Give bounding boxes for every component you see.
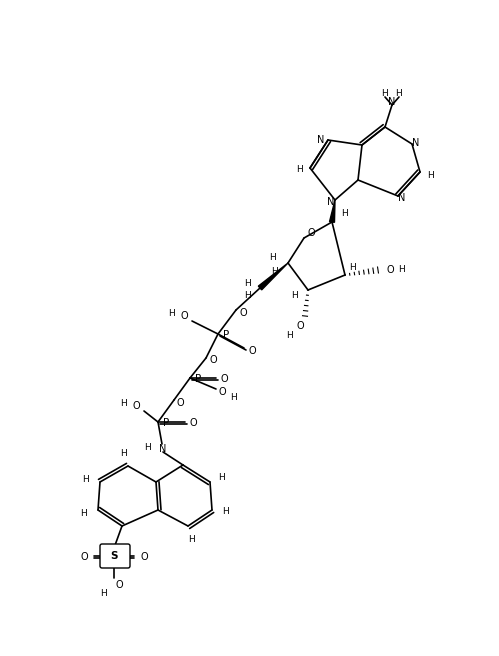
Text: H: H [342,209,348,218]
Text: N: N [398,193,406,203]
Text: O: O [80,552,88,562]
Text: O: O [140,552,148,562]
Text: N: N [159,444,167,454]
Text: O: O [386,265,394,275]
Text: O: O [132,401,140,411]
Text: H: H [428,171,434,180]
Text: H: H [350,262,356,272]
Text: O: O [209,355,217,365]
Text: P: P [195,374,201,384]
Text: H: H [382,89,388,98]
Text: H: H [145,443,151,453]
Text: H: H [169,308,175,318]
Text: O: O [296,321,304,331]
Text: P: P [163,418,169,428]
Text: N: N [412,138,420,148]
Text: H: H [396,89,402,98]
Text: S: S [110,551,118,561]
Text: O: O [180,311,188,321]
Text: S: S [110,551,118,561]
Text: O: O [176,398,184,408]
Text: H: H [219,474,226,483]
Text: H: H [121,398,127,407]
Text: N: N [388,97,396,107]
Text: H: H [81,510,87,518]
Polygon shape [329,200,335,222]
Text: H: H [291,291,298,300]
FancyBboxPatch shape [100,544,130,568]
Text: N: N [327,197,335,207]
Polygon shape [258,263,288,290]
Text: N: N [317,135,325,145]
Text: H: H [223,508,230,516]
Text: H: H [269,253,276,262]
Text: P: P [223,330,229,340]
Text: O: O [248,346,256,356]
Text: O: O [218,387,226,397]
Text: H: H [271,266,278,276]
Text: O: O [220,374,228,384]
Text: O: O [115,580,123,590]
Text: O: O [239,308,247,318]
Text: H: H [83,476,89,485]
Text: H: H [286,331,293,340]
Text: H: H [245,279,251,287]
Text: O: O [189,418,197,428]
Text: H: H [399,266,405,274]
Text: O: O [307,228,315,238]
Text: H: H [121,449,127,459]
Text: H: H [101,588,107,598]
Text: H: H [245,291,251,300]
Text: H: H [189,535,196,544]
Text: H: H [296,165,303,174]
Text: H: H [231,392,238,401]
